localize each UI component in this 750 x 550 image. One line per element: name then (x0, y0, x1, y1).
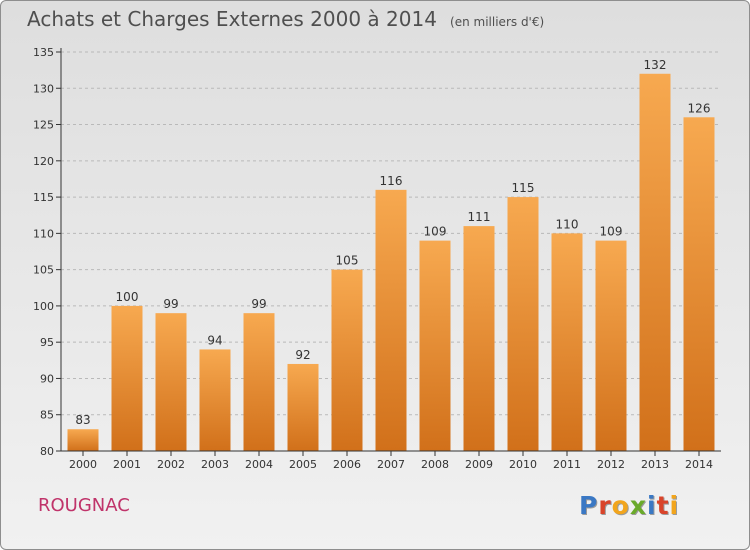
y-tick-label: 85 (40, 409, 54, 422)
data-label: 100 (116, 290, 139, 304)
bar (683, 117, 715, 452)
logo-letter: o (611, 491, 630, 520)
y-tick-label: 130 (33, 82, 54, 95)
bar (67, 429, 99, 451)
x-tick-label: 2004 (245, 458, 273, 471)
logo-letter: P (579, 491, 599, 520)
x-tick-label: 2003 (201, 458, 229, 471)
y-tick-label: 125 (33, 119, 54, 132)
logo-letter: i (647, 491, 657, 520)
x-tick-label: 2011 (553, 458, 581, 471)
x-tick-label: 2005 (289, 458, 317, 471)
bar (507, 197, 539, 451)
data-label: 132 (644, 58, 667, 72)
x-tick-label: 2013 (641, 458, 669, 471)
bar (199, 349, 231, 451)
y-tick-label: 110 (33, 227, 54, 240)
x-tick-label: 2014 (685, 458, 713, 471)
proxiti-logo[interactable]: Proxiti (579, 491, 679, 520)
bar (111, 305, 143, 451)
y-tick-label: 135 (33, 46, 54, 59)
y-tick-label: 100 (33, 300, 54, 313)
data-label: 99 (163, 297, 178, 311)
data-label: 115 (512, 181, 535, 195)
data-label: 126 (688, 101, 711, 115)
city-name: ROUGNAC (38, 495, 130, 516)
data-label: 83 (75, 413, 90, 427)
data-label: 109 (600, 225, 623, 239)
data-label: 110 (556, 217, 579, 231)
bar (243, 313, 275, 451)
data-label: 99 (251, 297, 266, 311)
bar (155, 313, 187, 451)
x-tick-label: 2010 (509, 458, 537, 471)
data-label: 116 (380, 174, 403, 188)
bar (463, 226, 495, 451)
x-tick-label: 2006 (333, 458, 361, 471)
y-tick-label: 80 (40, 445, 54, 458)
x-tick-label: 2007 (377, 458, 405, 471)
title-row: Achats et Charges Externes 2000 à 2014 (… (27, 7, 544, 31)
logo-letter: x (629, 491, 647, 520)
x-tick-label: 2002 (157, 458, 185, 471)
x-tick-label: 2001 (113, 458, 141, 471)
x-tick-label: 2009 (465, 458, 493, 471)
x-tick-label: 2012 (597, 458, 625, 471)
bar (375, 189, 407, 451)
logo-letter: t (656, 491, 670, 520)
chart-title: Achats et Charges Externes 2000 à 2014 (27, 7, 437, 31)
x-tick-label: 2008 (421, 458, 449, 471)
bar (639, 73, 671, 451)
data-label: 109 (424, 225, 447, 239)
y-tick-label: 90 (40, 372, 54, 385)
bar (331, 269, 363, 451)
bar (595, 240, 627, 451)
y-tick-label: 120 (33, 155, 54, 168)
data-label: 92 (295, 348, 310, 362)
bar (551, 233, 583, 451)
logo-letter: r (598, 491, 612, 520)
y-tick-label: 95 (40, 336, 54, 349)
y-tick-label: 105 (33, 264, 54, 277)
logo-letter: i (669, 491, 680, 520)
y-tick-label: 115 (33, 191, 54, 204)
data-label: 105 (336, 254, 359, 268)
x-tick-label: 2000 (69, 458, 97, 471)
bar (287, 363, 319, 451)
bar (419, 240, 451, 451)
chart-unit: (en milliers d'€) (450, 15, 545, 29)
data-label: 94 (207, 333, 222, 347)
data-label: 111 (468, 210, 491, 224)
